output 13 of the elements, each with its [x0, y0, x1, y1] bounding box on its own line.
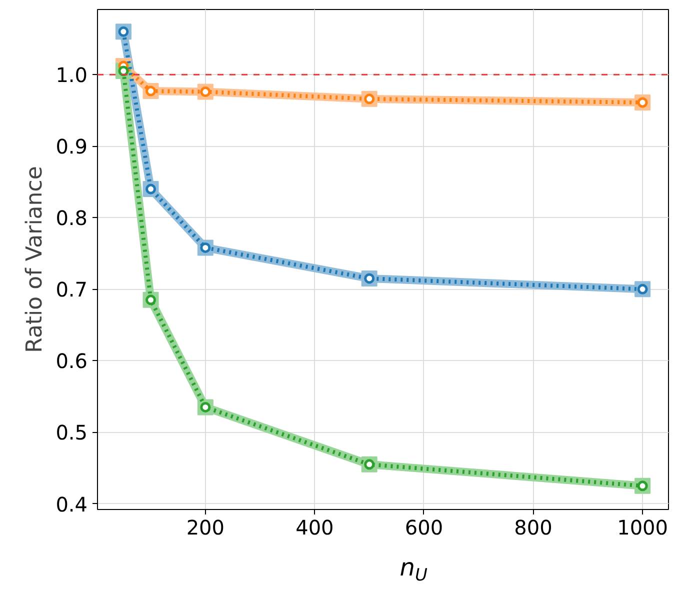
- y-axis-title: Ratio of Variance: [22, 166, 48, 353]
- x-tick-label: 800: [514, 516, 552, 540]
- x-tick-label: 1000: [617, 516, 668, 540]
- y-tick-label: 0.9: [56, 134, 88, 159]
- x-tick-label: 600: [404, 516, 444, 540]
- y-tick-label: 0.4: [56, 492, 88, 516]
- y-tick-label: 0.8: [56, 206, 88, 230]
- x-tick-label: 400: [296, 516, 334, 540]
- x-tick-label: 200: [186, 516, 225, 540]
- y-tick-label: 0.6: [56, 349, 88, 374]
- y-tick-label: 1.0: [56, 63, 88, 88]
- y-tick-label: 0.7: [56, 278, 88, 302]
- y-tick-label: 0.5: [56, 420, 88, 445]
